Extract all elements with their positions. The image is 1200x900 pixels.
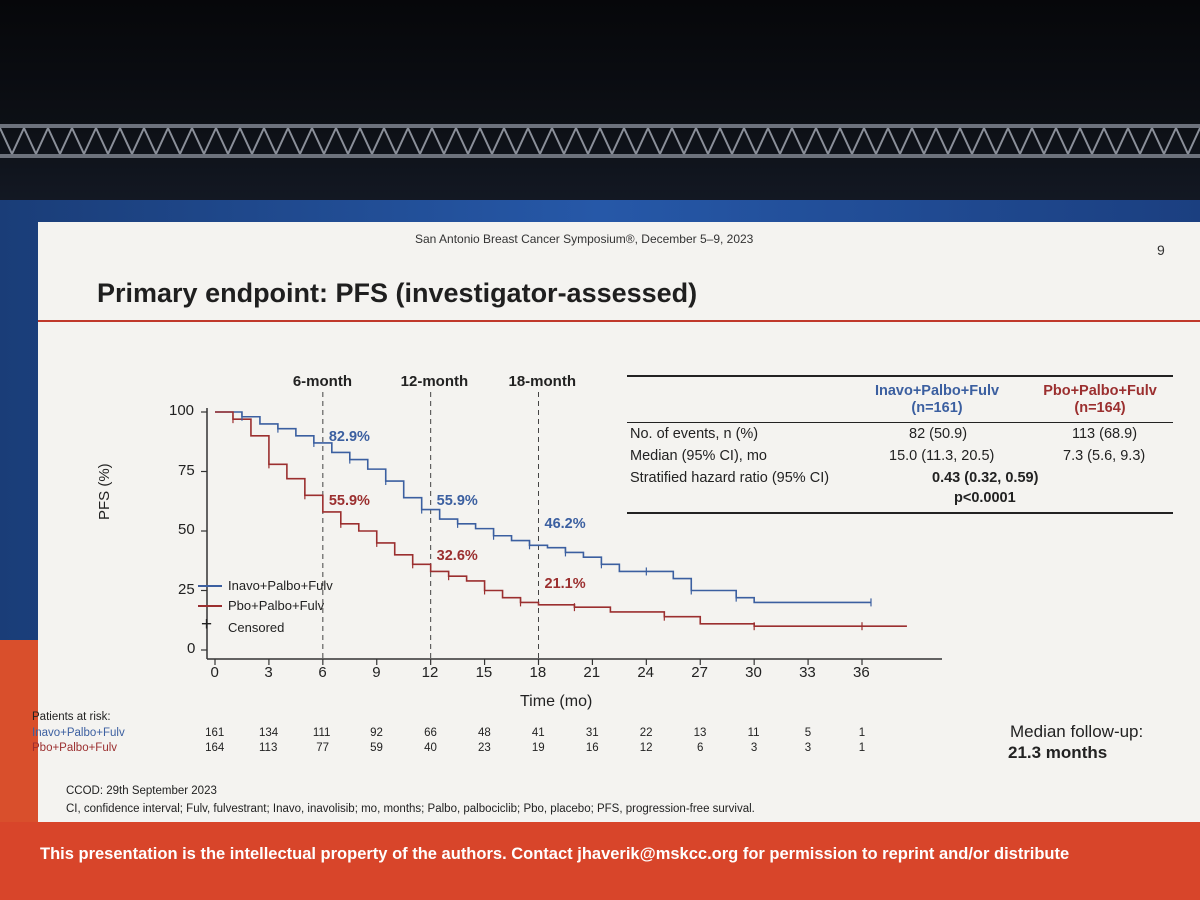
footer-band — [0, 822, 1200, 900]
y-tick-label: 50 — [178, 521, 195, 538]
at-risk-value: 3 — [750, 742, 758, 754]
at-risk-value: 164 — [205, 742, 225, 754]
stage-truss — [0, 124, 1200, 158]
footer-notice: This presentation is the intellectual pr… — [40, 845, 1070, 863]
legend-swatch-pbo — [198, 605, 222, 607]
y-tick-label: 100 — [169, 402, 195, 419]
y-tick-label: 0 — [187, 640, 196, 657]
ccod-footnote: CCOD: 29th September 2023 — [66, 785, 217, 797]
page-number: 9 — [1157, 242, 1165, 258]
inavo-milestone-value: 82.9% — [328, 428, 370, 445]
legend-censored-symbol: + — [201, 614, 213, 635]
col1-header: Inavo+Palbo+Fulv (n=161) — [874, 383, 1000, 416]
at-risk-value: 5 — [804, 727, 812, 739]
at-risk-value: 1 — [858, 727, 866, 739]
x-tick-label: 9 — [372, 664, 381, 681]
at-risk-value: 48 — [477, 727, 491, 739]
at-risk-value: 40 — [424, 742, 437, 754]
x-tick-label: 12 — [421, 664, 439, 681]
y-axis-label: PFS (%) — [96, 463, 113, 520]
at-risk-value: 3 — [804, 742, 812, 754]
col2-header: Pbo+Palbo+Fulv (n=164) — [1043, 383, 1157, 416]
legend-swatch-inavo — [198, 585, 222, 587]
slide — [38, 222, 1200, 822]
at-risk-value: 31 — [585, 727, 599, 739]
at-risk-value: 13 — [693, 727, 707, 739]
row-events-v1: 82 (50.9) — [909, 426, 968, 442]
at-risk-value: 59 — [370, 742, 383, 754]
legend-pbo: Pbo+Palbo+Fulv — [228, 598, 325, 613]
y-tick-label: 25 — [178, 580, 195, 598]
pbo-milestone-value: 32.6% — [436, 548, 478, 565]
row-median-v2: 7.3 (5.6, 9.3) — [1063, 448, 1146, 464]
title-rule — [38, 320, 1200, 322]
row-median-v1: 15.0 (11.3, 20.5) — [889, 448, 995, 464]
at-risk-value: 16 — [585, 742, 599, 754]
at-risk-value: 12 — [639, 742, 653, 754]
row-p-value: p<0.0001 — [954, 490, 1016, 506]
conference-header: San Antonio Breast Cancer Symposium®, De… — [415, 232, 754, 246]
x-tick-label: 36 — [853, 664, 870, 681]
row-median-label: Median (95% CI), mo — [630, 448, 767, 464]
x-tick-label: 18 — [529, 664, 547, 681]
milestone-title: 18-month — [508, 373, 577, 390]
x-tick-label: 0 — [210, 664, 219, 681]
follow-up-value: 21.3 months — [1008, 743, 1108, 762]
at-risk-value: 92 — [370, 727, 383, 739]
at-risk-value: 161 — [205, 727, 225, 739]
abbreviations-footnote: CI, confidence interval; Fulv, fulvestra… — [66, 803, 755, 815]
x-tick-label: 21 — [583, 664, 601, 681]
milestone-title: 6-month — [292, 373, 352, 390]
at-risk-value: 41 — [531, 727, 545, 739]
at-risk-value: 11 — [747, 727, 760, 739]
milestone-title: 12-month — [400, 373, 469, 390]
at-risk-value: 23 — [477, 742, 491, 754]
y-tick-label: 75 — [178, 461, 195, 479]
row-events-label: No. of events, n (%) — [630, 426, 759, 442]
at-risk-value: 6 — [696, 742, 704, 754]
auditorium-background — [0, 0, 1200, 215]
pbo-milestone-value: 55.9% — [328, 492, 370, 509]
slide-title: Primary endpoint: PFS (investigator-asse… — [97, 278, 698, 308]
curve-inavo — [215, 411, 871, 604]
curve-pbo — [215, 411, 907, 627]
at-risk-name-pbo: Pbo+Palbo+Fulv — [32, 742, 118, 754]
at-risk-name-inavo: Inavo+Palbo+Fulv — [32, 727, 125, 739]
legend-inavo: Inavo+Palbo+Fulv — [228, 578, 333, 593]
x-tick-label: 3 — [264, 664, 273, 681]
x-axis-label: Time (mo) — [520, 693, 593, 710]
at-risk-value: 1 — [858, 742, 866, 754]
row-hr-value: 0.43 (0.32, 0.59) — [932, 470, 1039, 486]
x-tick-label: 15 — [475, 664, 493, 681]
at-risk-value: 22 — [639, 727, 653, 739]
inavo-milestone-value: 46.2% — [544, 516, 586, 533]
legend-censored: Censored — [228, 620, 285, 635]
at-risk-value: 66 — [424, 727, 437, 739]
at-risk-value: 113 — [259, 742, 278, 754]
x-tick-label: 24 — [637, 664, 655, 681]
row-hr-label: Stratified hazard ratio (95% CI) — [630, 470, 830, 486]
at-risk-value: 111 — [312, 727, 331, 739]
inavo-milestone-value: 55.9% — [436, 492, 478, 509]
x-tick-label: 27 — [691, 664, 708, 681]
follow-up-label: Median follow-up: — [1010, 722, 1144, 741]
x-tick-label: 6 — [318, 664, 327, 681]
pbo-milestone-value: 21.1% — [544, 575, 586, 592]
at-risk-title: Patients at risk: — [32, 711, 111, 723]
x-tick-label: 30 — [745, 664, 762, 681]
at-risk-value: 134 — [259, 727, 279, 739]
at-risk-value: 19 — [531, 742, 545, 754]
at-risk-value: 77 — [316, 742, 330, 754]
row-events-v2: 113 (68.9) — [1072, 426, 1138, 442]
x-tick-label: 33 — [799, 664, 816, 681]
